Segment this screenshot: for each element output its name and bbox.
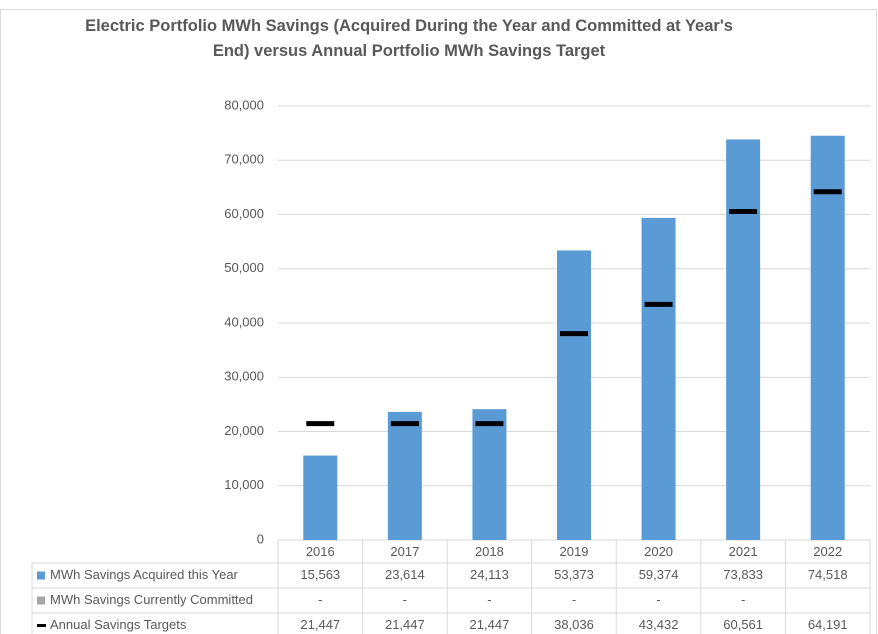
table-value: 21,447 bbox=[470, 617, 510, 632]
table-value: 74,518 bbox=[808, 567, 848, 582]
table-value: 60,561 bbox=[723, 617, 763, 632]
table-value: - bbox=[572, 592, 576, 607]
legend-swatch bbox=[37, 624, 46, 627]
table-value: 38,036 bbox=[554, 617, 594, 632]
y-tick-label: 10,000 bbox=[224, 477, 264, 492]
table-value: - bbox=[487, 592, 491, 607]
bar bbox=[387, 411, 422, 540]
table-value: - bbox=[741, 592, 745, 607]
y-tick-label: 40,000 bbox=[224, 314, 264, 329]
table-value: 53,373 bbox=[554, 567, 594, 582]
bar bbox=[557, 250, 591, 540]
x-tick-label: 2016 bbox=[306, 544, 335, 559]
table-value: 24,113 bbox=[470, 567, 509, 582]
legend-swatch bbox=[37, 571, 45, 580]
table-value: - bbox=[318, 592, 322, 607]
table-value: 64,191 bbox=[808, 617, 848, 632]
legend-label: MWh Savings Currently Committed bbox=[50, 592, 253, 607]
y-tick-label: 20,000 bbox=[224, 423, 264, 438]
table-value: 43,432 bbox=[639, 617, 679, 632]
legend-label: MWh Savings Acquired this Year bbox=[50, 567, 239, 582]
x-tick-label: 2021 bbox=[729, 544, 758, 559]
y-tick-label: 70,000 bbox=[224, 152, 264, 167]
legend-label: Annual Savings Targets bbox=[50, 617, 187, 632]
chart-border bbox=[0, 9, 877, 634]
table-value: 23,614 bbox=[385, 567, 425, 582]
table-value: 21,447 bbox=[300, 617, 340, 632]
x-tick-label: 2017 bbox=[390, 544, 419, 559]
bar bbox=[810, 135, 845, 540]
y-tick-label: 60,000 bbox=[224, 206, 264, 221]
x-tick-label: 2019 bbox=[560, 544, 589, 559]
x-tick-label: 2020 bbox=[644, 544, 673, 559]
table-value: 21,447 bbox=[385, 617, 425, 632]
table-value: - bbox=[403, 592, 407, 607]
legend-swatch bbox=[37, 596, 45, 605]
bar bbox=[472, 409, 507, 540]
table-value: 73,833 bbox=[723, 567, 763, 582]
y-tick-label: 0 bbox=[257, 531, 264, 546]
bar bbox=[303, 455, 338, 540]
table-value: - bbox=[656, 592, 660, 607]
y-tick-label: 30,000 bbox=[224, 369, 264, 384]
bar bbox=[641, 217, 676, 540]
chart-title: Electric Portfolio MWh Savings (Acquired… bbox=[85, 17, 733, 60]
bar bbox=[726, 139, 761, 540]
x-tick-label: 2018 bbox=[475, 544, 504, 559]
x-tick-label: 2022 bbox=[813, 544, 842, 559]
table-value: 59,374 bbox=[639, 567, 679, 582]
y-tick-label: 50,000 bbox=[224, 260, 264, 275]
y-tick-label: 80,000 bbox=[224, 97, 264, 112]
table-value: 15,563 bbox=[300, 567, 340, 582]
